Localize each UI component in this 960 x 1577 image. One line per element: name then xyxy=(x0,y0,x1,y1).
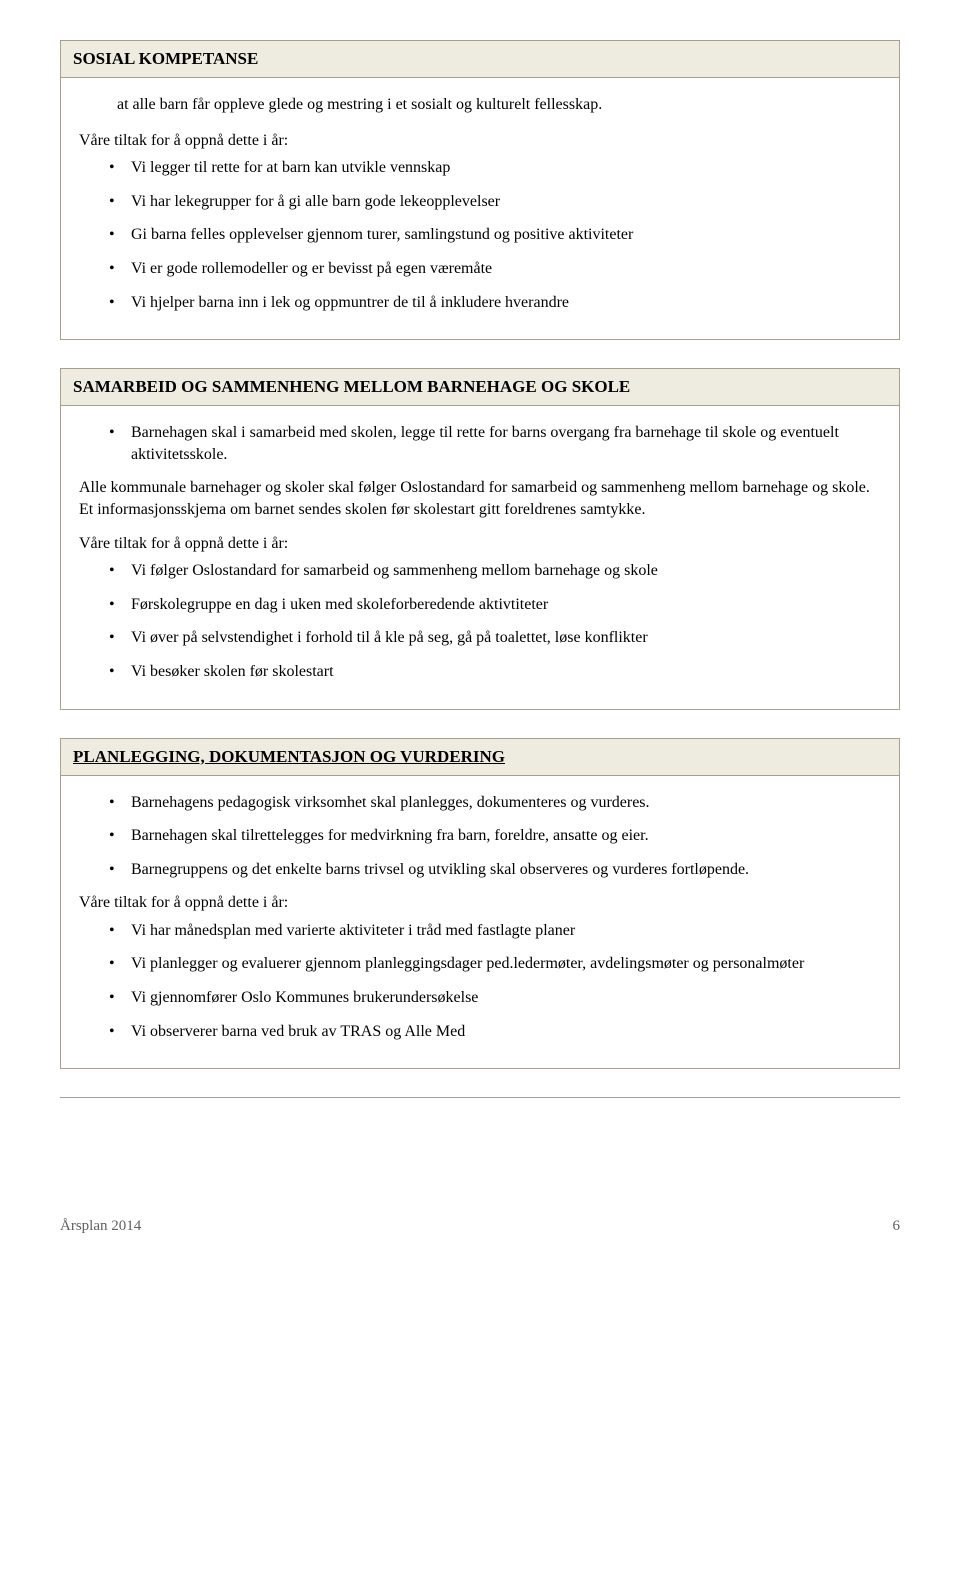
tiltak-heading: Våre tiltak for å oppnå dette i år: xyxy=(79,130,881,152)
list-item: Vi følger Oslostandard for samarbeid og … xyxy=(101,560,881,582)
tiltak-heading: Våre tiltak for å oppnå dette i år: xyxy=(79,892,881,914)
section-title: SOSIAL KOMPETANSE xyxy=(61,41,899,78)
section-samarbeid-skole: SAMARBEID OG SAMMENHENG MELLOM BARNEHAGE… xyxy=(60,368,900,709)
list-item: Barnehagen skal tilrettelegges for medvi… xyxy=(101,825,881,847)
list-item: Vi legger til rette for at barn kan utvi… xyxy=(101,157,881,179)
list-item: Vi observerer barna ved bruk av TRAS og … xyxy=(101,1021,881,1043)
bullet-list: Vi har månedsplan med varierte aktivitet… xyxy=(101,920,881,1042)
footer-left-text: Årsplan 2014 xyxy=(60,1218,141,1235)
list-item: Barnehagen skal i samarbeid med skolen, … xyxy=(101,422,881,465)
list-item: Vi har lekegrupper for å gi alle barn go… xyxy=(101,191,881,213)
page-footer: Årsplan 2014 6 xyxy=(60,1218,900,1235)
list-item: Barnegruppens og det enkelte barns trivs… xyxy=(101,859,881,881)
list-item: Vi gjennomfører Oslo Kommunes brukerunde… xyxy=(101,987,881,1009)
list-item: Gi barna felles opplevelser gjennom ture… xyxy=(101,224,881,246)
page-number: 6 xyxy=(893,1218,901,1235)
footer-divider xyxy=(60,1097,900,1098)
bullet-list-top: Barnehagens pedagogisk virksomhet skal p… xyxy=(101,792,881,881)
section-title: SAMARBEID OG SAMMENHENG MELLOM BARNEHAGE… xyxy=(61,369,899,406)
bullet-list: Vi følger Oslostandard for samarbeid og … xyxy=(101,560,881,682)
list-item: Vi planlegger og evaluerer gjennom planl… xyxy=(101,953,881,975)
bullet-list: Vi legger til rette for at barn kan utvi… xyxy=(101,157,881,313)
list-item: Vi besøker skolen før skolestart xyxy=(101,661,881,683)
paragraph: Alle kommunale barnehager og skoler skal… xyxy=(79,477,881,520)
list-item: Førskolegruppe en dag i uken med skolefo… xyxy=(101,594,881,616)
section-sosial-kompetanse: SOSIAL KOMPETANSE at alle barn får opple… xyxy=(60,40,900,340)
list-item: Barnehagens pedagogisk virksomhet skal p… xyxy=(101,792,881,814)
section-planlegging: PLANLEGGING, DOKUMENTASJON OG VURDERING … xyxy=(60,738,900,1070)
section-body: Barnehagen skal i samarbeid med skolen, … xyxy=(61,406,899,708)
section-body: at alle barn får oppleve glede og mestri… xyxy=(61,78,899,339)
list-item: Vi er gode rollemodeller og er bevisst p… xyxy=(101,258,881,280)
footer-wrapper: Årsplan 2014 6 xyxy=(60,1097,900,1235)
list-item: Vi øver på selvstendighet i forhold til … xyxy=(101,627,881,649)
intro-paragraph: at alle barn får oppleve glede og mestri… xyxy=(117,94,881,116)
list-item: Vi hjelper barna inn i lek og oppmuntrer… xyxy=(101,292,881,314)
section-body: Barnehagens pedagogisk virksomhet skal p… xyxy=(61,776,899,1069)
bullet-list-top: Barnehagen skal i samarbeid med skolen, … xyxy=(101,422,881,465)
list-item: Vi har månedsplan med varierte aktivitet… xyxy=(101,920,881,942)
section-title: PLANLEGGING, DOKUMENTASJON OG VURDERING xyxy=(61,739,899,776)
tiltak-heading: Våre tiltak for å oppnå dette i år: xyxy=(79,533,881,555)
